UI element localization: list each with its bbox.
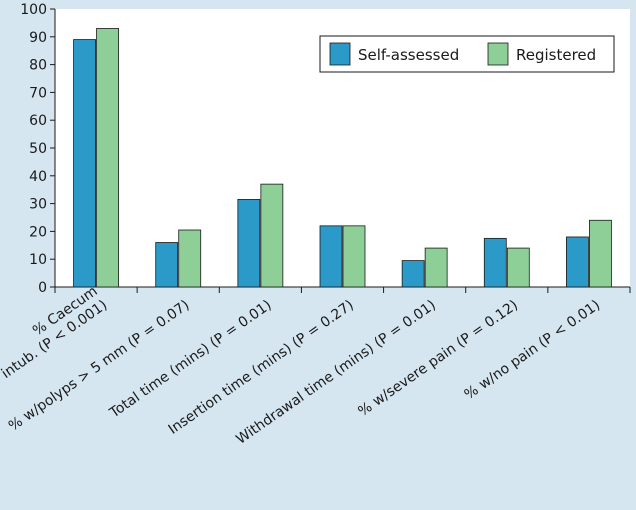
y-tick-label: 100	[20, 2, 47, 18]
y-tick-label: 20	[29, 224, 47, 240]
x-category-label-line: % w/severe pain (P = 0.12)	[355, 297, 521, 420]
legend-label-self-assessed: Self-assessed	[358, 46, 459, 64]
bar-self-assessed	[401, 260, 425, 288]
legend-box	[319, 35, 615, 73]
y-tick-label: 70	[29, 85, 47, 101]
x-category-label: Total time (mins) (P = 0.01)	[106, 297, 274, 422]
bar-self-assessed	[155, 242, 179, 288]
y-tick-label: 10	[29, 252, 47, 268]
y-tick-label: 80	[29, 58, 47, 74]
y-tick-label: 50	[29, 141, 47, 157]
legend-swatch-self-assessed	[329, 42, 351, 66]
bar-registered	[424, 247, 448, 288]
bar-registered	[342, 225, 366, 288]
legend-swatch-registered	[487, 42, 509, 66]
y-tick-label: 60	[29, 113, 47, 129]
legend-label-registered: Registered	[516, 46, 596, 64]
x-category-label-line: Total time (mins) (P = 0.01)	[106, 297, 274, 422]
y-tick-label: 0	[38, 280, 47, 296]
x-category-label: % w/no pain (P < 0.01)	[462, 297, 604, 403]
bar-self-assessed	[319, 225, 343, 288]
bar-registered	[506, 247, 530, 288]
bar-self-assessed	[237, 199, 261, 288]
bar-self-assessed	[483, 237, 507, 288]
bar-registered	[589, 219, 612, 288]
x-category-label-line: % w/no pain (P < 0.01)	[462, 297, 604, 403]
bar-registered	[178, 229, 202, 288]
y-tick-label: 40	[29, 169, 47, 185]
bar-registered	[96, 28, 119, 288]
bar-self-assessed	[73, 39, 96, 288]
x-category-label: % w/severe pain (P = 0.12)	[355, 297, 521, 420]
bar-self-assessed	[566, 236, 589, 288]
y-tick-label: 90	[29, 30, 47, 46]
bar-registered	[260, 183, 284, 288]
y-tick-label: 30	[29, 197, 47, 213]
